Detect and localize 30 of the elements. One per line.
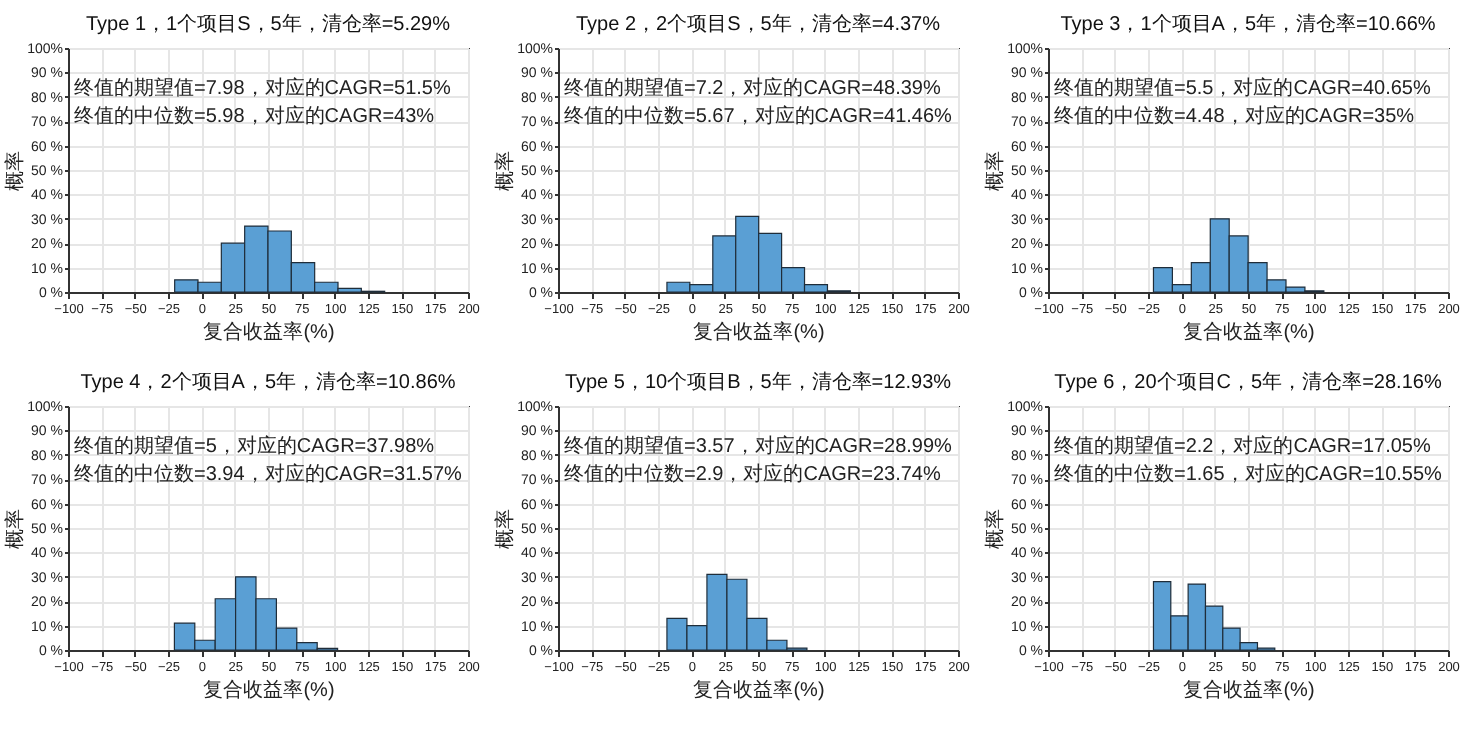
annotation: 终值的中位数=5.98，对应的CAGR=43% xyxy=(74,104,435,128)
annotation: 终值的期望值=2.2，对应的CAGR=17.05% xyxy=(1054,434,1431,458)
annotation: 终值的中位数=1.65，对应的CAGR=10.55% xyxy=(1054,462,1443,486)
x-axis-title: 复合收益率(%) xyxy=(1183,320,1315,344)
x-axis-title: 复合收益率(%) xyxy=(203,678,335,702)
annotation: 终值的期望值=7.2，对应的CAGR=48.39% xyxy=(564,76,941,100)
chart-title: Type 3，1个项目A，5年，清仓率=10.66% xyxy=(1060,12,1436,36)
y-axis-title: 概率 xyxy=(3,151,28,191)
chart-title: Type 4，2个项目A，5年，清仓率=10.86% xyxy=(80,370,456,394)
chart-title: Type 1，1个项目S，5年，清仓率=5.29% xyxy=(85,12,451,36)
y-axis-title: 概率 xyxy=(493,509,518,549)
annotation: 终值的期望值=5.5，对应的CAGR=40.65% xyxy=(1054,76,1431,100)
y-axis-title: 概率 xyxy=(3,509,28,549)
y-axis-title: 概率 xyxy=(493,151,518,191)
x-axis-title: 复合收益率(%) xyxy=(693,678,825,702)
annotation: 终值的期望值=7.98，对应的CAGR=51.5% xyxy=(74,76,451,100)
annotation: 终值的中位数=3.94，对应的CAGR=31.57% xyxy=(74,462,463,486)
x-axis-title: 复合收益率(%) xyxy=(203,320,335,344)
chart-title: Type 2，2个项目S，5年，清仓率=4.37% xyxy=(575,12,941,36)
x-axis-title: 复合收益率(%) xyxy=(1183,678,1315,702)
annotation: 终值的中位数=5.67，对应的CAGR=41.46% xyxy=(564,104,953,128)
y-axis-title: 概率 xyxy=(983,509,1008,549)
x-axis-title: 复合收益率(%) xyxy=(693,320,825,344)
annotation: 终值的期望值=5，对应的CAGR=37.98% xyxy=(74,434,435,458)
chart-title: Type 6，20个项目C，5年，清仓率=28.16% xyxy=(1054,370,1442,394)
chart-title: Type 5，10个项目B，5年，清仓率=12.93% xyxy=(564,370,952,394)
annotation: 终值的中位数=4.48，对应的CAGR=35% xyxy=(1054,104,1415,128)
annotation: 终值的期望值=3.57，对应的CAGR=28.99% xyxy=(564,434,953,458)
y-axis-title: 概率 xyxy=(983,151,1008,191)
annotation: 终值的中位数=2.9，对应的CAGR=23.74% xyxy=(564,462,941,486)
